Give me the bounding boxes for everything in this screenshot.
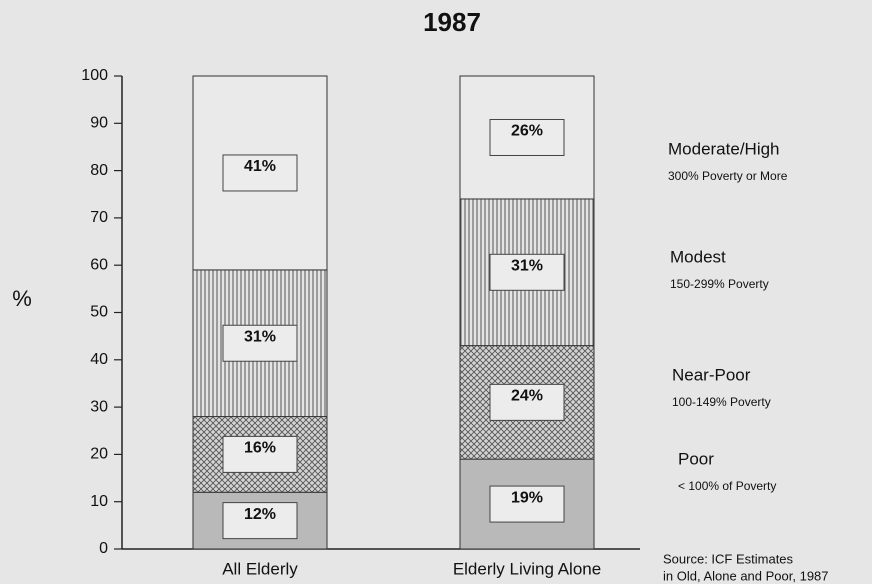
value-label: 41% [244, 158, 276, 175]
legend-description: 100-149% Poverty [672, 395, 771, 409]
legend-description: 150-299% Poverty [670, 277, 769, 291]
y-tick-label: 60 [90, 256, 108, 273]
y-tick-label: 50 [90, 304, 108, 321]
y-tick-label: 80 [90, 162, 108, 179]
legend-name: Moderate/High [668, 139, 780, 158]
y-tick-label: 0 [99, 540, 108, 557]
legend-description: 300% Poverty or More [668, 169, 788, 183]
chart-title: 1987 [423, 7, 481, 37]
value-label: 19% [511, 489, 543, 506]
value-label: 24% [511, 388, 543, 405]
y-tick-label: 90 [90, 115, 108, 132]
legend-name: Poor [678, 449, 714, 468]
y-tick-label: 70 [90, 209, 108, 226]
y-tick-label: 100 [81, 67, 108, 84]
value-label-box [489, 253, 565, 291]
y-axis-label: % [12, 286, 32, 311]
source-note: in Old, Alone and Poor, 1987 [663, 568, 829, 583]
value-label-box [489, 383, 565, 421]
value-label-box [222, 502, 298, 540]
y-tick-label: 30 [90, 398, 108, 415]
y-tick-label: 10 [90, 493, 108, 510]
value-label-box [222, 435, 298, 473]
y-tick-label: 20 [90, 446, 108, 463]
value-label-box [489, 118, 565, 156]
value-label-box [489, 485, 565, 523]
x-tick-label: Elderly Living Alone [453, 559, 601, 578]
value-label: 31% [244, 328, 276, 345]
x-tick-label: All Elderly [222, 559, 298, 578]
value-label: 31% [511, 258, 543, 275]
value-label-box [222, 154, 298, 192]
y-tick-label: 40 [90, 351, 108, 368]
legend-name: Near-Poor [672, 365, 751, 384]
legend-description: < 100% of Poverty [678, 479, 776, 493]
value-label: 16% [244, 440, 276, 457]
value-label: 26% [511, 123, 543, 140]
legend-name: Modest [670, 247, 726, 266]
value-label-box [222, 324, 298, 362]
source-note: Source: ICF Estimates [663, 551, 794, 566]
value-label: 12% [244, 506, 276, 523]
